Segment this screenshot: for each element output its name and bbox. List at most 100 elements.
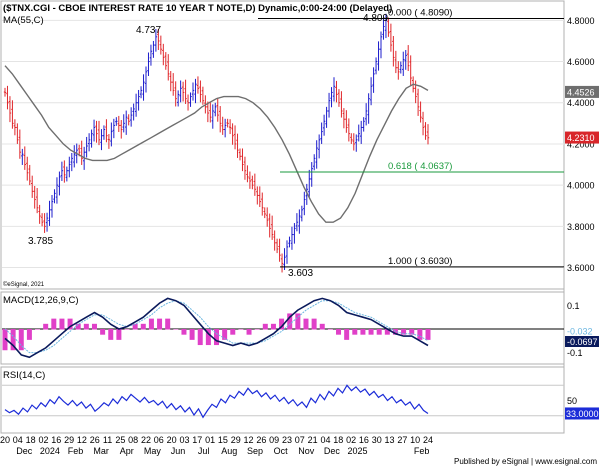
ma55-line bbox=[4, 65, 429, 223]
macd-histogram-bar bbox=[319, 323, 325, 330]
x-tick-label: 26 bbox=[90, 435, 100, 445]
month-label: Apr bbox=[120, 446, 134, 456]
watermark: ©eSignal, 2021 bbox=[3, 281, 45, 288]
macd-histogram-bar bbox=[124, 329, 130, 330]
price-tick-label: 4.0000 bbox=[567, 181, 595, 191]
macd-tick-label: 0.1 bbox=[567, 301, 580, 311]
rsi-value: 33.0000 bbox=[566, 409, 599, 419]
macd-histogram-bar bbox=[181, 329, 187, 335]
macd-histogram-bar bbox=[336, 329, 342, 335]
macd-signal-value: -0.032 bbox=[567, 327, 593, 337]
ma-price-value: 4.4526 bbox=[567, 87, 595, 97]
macd-histogram-bar bbox=[116, 329, 122, 340]
x-tick-label: 20 bbox=[0, 435, 10, 445]
fib-level-label: 1.000 ( 3.6030) bbox=[388, 256, 452, 267]
macd-histogram-bar bbox=[75, 323, 81, 330]
x-tick-label: 24 bbox=[423, 435, 433, 445]
low-label: 3.785 bbox=[28, 236, 53, 247]
macd-histogram-bar bbox=[205, 329, 211, 346]
x-tick-label: 22 bbox=[141, 435, 151, 445]
rsi-tick-label: 50 bbox=[567, 396, 577, 406]
macd-histogram-bar bbox=[417, 329, 423, 340]
macd-histogram-bar bbox=[18, 329, 24, 351]
price-tick-label: 4.6000 bbox=[567, 57, 595, 67]
rsi-value-marker bbox=[565, 407, 599, 420]
x-tick-label: 11 bbox=[103, 435, 112, 445]
footer-text: Published by eSignal | www.esignal.com bbox=[454, 457, 597, 466]
price-tick-label: 4.4000 bbox=[567, 98, 595, 108]
macd-histogram-bar bbox=[51, 318, 57, 330]
ma-price-marker bbox=[565, 85, 599, 98]
x-tick-label: 07 bbox=[295, 435, 305, 445]
x-tick-label: 29 bbox=[64, 435, 74, 445]
macd-histogram-bar bbox=[230, 329, 236, 335]
month-label: Aug bbox=[221, 446, 237, 456]
month-label: Mar bbox=[93, 446, 109, 456]
x-tick-label: 25 bbox=[115, 435, 125, 445]
month-label: Nov bbox=[298, 446, 315, 456]
macd-histogram-bar bbox=[344, 329, 350, 340]
month-label: Sep bbox=[247, 446, 263, 456]
x-tick-label: 03 bbox=[179, 435, 189, 445]
month-label: Dec bbox=[324, 446, 341, 456]
x-tick-label: 04 bbox=[13, 435, 23, 445]
month-label: 2024 bbox=[40, 446, 60, 456]
ma-legend: MA(55,C) bbox=[3, 15, 44, 26]
macd-histogram-bar bbox=[165, 318, 171, 330]
macd-histogram-bar bbox=[26, 329, 32, 340]
macd-signal-line bbox=[4, 300, 429, 354]
rsi-title: RSI(14,C) bbox=[3, 370, 45, 381]
low2-label: 3.603 bbox=[288, 268, 313, 279]
macd-histogram-bar bbox=[254, 329, 260, 330]
month-label: Feb bbox=[414, 446, 430, 456]
macd-histogram-bar bbox=[197, 329, 203, 346]
macd-value: -0.0697 bbox=[567, 337, 598, 347]
macd-tick-label: -0.1 bbox=[567, 348, 583, 358]
last-price-value: 4.2310 bbox=[567, 133, 595, 143]
x-tick-label: 20 bbox=[167, 435, 177, 445]
x-tick-label: 30 bbox=[372, 435, 382, 445]
macd-histogram-bar bbox=[246, 329, 252, 335]
x-tick-label: 18 bbox=[26, 435, 36, 445]
macd-histogram-bar bbox=[148, 318, 154, 330]
macd-histogram-bar bbox=[100, 329, 106, 335]
macd-histogram-bar bbox=[10, 329, 16, 351]
x-tick-label: 02 bbox=[38, 435, 48, 445]
x-tick-label: 12 bbox=[77, 435, 87, 445]
x-tick-label: 04 bbox=[320, 435, 330, 445]
price-tick-label: 4.8000 bbox=[567, 16, 595, 26]
macd-histogram-bar bbox=[222, 329, 228, 340]
macd-histogram-bar bbox=[140, 323, 146, 330]
x-tick-label: 29 bbox=[231, 435, 241, 445]
macd-histogram-bar bbox=[108, 329, 114, 340]
macd-histogram-bar bbox=[295, 313, 301, 330]
macd-histogram-bar bbox=[368, 329, 374, 335]
fib-level-label: 0.000 ( 4.8090) bbox=[388, 8, 452, 19]
x-tick-label: 08 bbox=[128, 435, 138, 445]
high-label: 4.737 bbox=[136, 25, 161, 36]
macd-signal-value-bg bbox=[565, 326, 599, 336]
macd-histogram-bar bbox=[2, 329, 8, 351]
month-label: May bbox=[144, 446, 162, 456]
macd-histogram-bar bbox=[360, 329, 366, 335]
x-tick-label: 12 bbox=[244, 435, 254, 445]
x-tick-label: 13 bbox=[385, 435, 395, 445]
x-tick-label: 16 bbox=[51, 435, 61, 445]
x-tick-label: 27 bbox=[397, 435, 407, 445]
macd-value-marker bbox=[565, 336, 599, 347]
x-tick-label: 02 bbox=[346, 435, 356, 445]
macd-histogram-bar bbox=[425, 329, 431, 340]
macd-histogram-bar bbox=[59, 318, 65, 330]
macd-histogram-bar bbox=[409, 329, 415, 335]
macd-histogram-bar bbox=[214, 329, 219, 346]
month-label: Jun bbox=[171, 446, 186, 456]
macd-histogram-bar bbox=[270, 323, 276, 330]
x-tick-label: 16 bbox=[359, 435, 369, 445]
macd-histogram-bar bbox=[67, 318, 73, 330]
x-tick-label: 10 bbox=[410, 435, 420, 445]
rsi-line bbox=[4, 384, 429, 419]
macd-histogram-bar bbox=[327, 329, 333, 330]
x-tick-label: 15 bbox=[218, 435, 228, 445]
